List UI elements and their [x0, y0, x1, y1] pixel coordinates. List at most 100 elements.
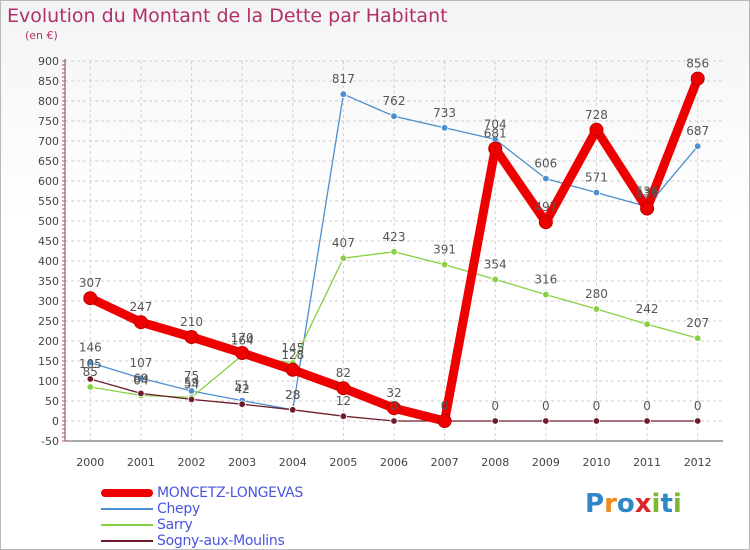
y-tick-label: 50: [45, 395, 59, 408]
data-label-3: 28: [285, 388, 300, 402]
logo-letter: x: [634, 489, 652, 519]
data-label-1: 107: [129, 356, 152, 370]
data-label-0: 82: [336, 366, 351, 380]
data-label-0: 128: [281, 348, 304, 362]
x-tick-label: 2008: [481, 456, 509, 469]
series-point-0: [387, 401, 401, 416]
series-point-3: [390, 417, 398, 425]
legend-label-moncetz: MONCETZ-LONGEVAS: [157, 485, 303, 501]
data-label-0: 856: [686, 57, 709, 71]
data-label-1: 733: [433, 106, 456, 120]
series-point-3: [137, 389, 145, 398]
data-label-2: 423: [383, 230, 406, 244]
data-label-0: 170: [231, 331, 254, 345]
data-label-1: 75: [184, 369, 199, 383]
y-tick-label: 350: [38, 275, 59, 288]
data-label-2: 64: [133, 373, 148, 387]
series-point-3: [491, 417, 499, 425]
data-label-0: 531: [636, 187, 659, 201]
data-label-0: 0: [441, 399, 449, 413]
legend-swatch-moncetz: [101, 489, 153, 497]
x-tick-label: 2001: [127, 456, 155, 469]
data-label-0: 497: [534, 200, 557, 214]
series-point-1: [440, 124, 449, 132]
y-tick-label: 900: [38, 55, 59, 68]
data-label-0: 728: [585, 108, 608, 122]
series-point-2: [693, 334, 702, 342]
y-tick-label: 600: [38, 175, 59, 188]
x-tick-label: 2006: [380, 456, 408, 469]
y-tick-label: 800: [38, 95, 59, 108]
axis-layer: -50 0 50 100 150 200 250 300 350 400 450 500 550 600 6…: [38, 55, 723, 469]
data-label-1: 51: [235, 379, 250, 393]
y-tick-label: 550: [38, 195, 59, 208]
series-point-3: [187, 395, 196, 404]
y-tick-label: 500: [38, 215, 59, 228]
series-point-2: [390, 248, 398, 256]
series-point-1: [693, 142, 702, 150]
legend-swatch-sarry: [101, 524, 153, 526]
chart-unit-label: (en €): [25, 29, 58, 42]
data-label-0: 681: [484, 127, 507, 141]
data-label-2: 242: [636, 302, 659, 316]
data-label-2: 145: [281, 341, 304, 355]
series-point-1: [339, 90, 348, 98]
x-tick-label: 2002: [178, 456, 206, 469]
series-point-1: [542, 174, 550, 183]
data-label-1: 571: [585, 171, 608, 185]
data-label-1: 704: [484, 117, 507, 131]
data-label-3: 69: [133, 371, 148, 385]
logo-letter: o: [616, 489, 635, 519]
legend-swatch-chepy: [101, 508, 153, 510]
data-label-3: 0: [441, 399, 449, 413]
legend-label-sarry: Sarry: [157, 517, 193, 533]
data-label-0: 247: [129, 300, 152, 314]
data-label-2: 354: [484, 257, 507, 271]
data-label-3: 105: [79, 357, 102, 371]
series-point-2: [491, 275, 499, 284]
data-label-3: 42: [235, 382, 250, 396]
data-label-1: 28: [285, 388, 300, 402]
data-label-2: 391: [433, 243, 456, 257]
series-point-2: [86, 383, 95, 391]
series-point-2: [542, 290, 550, 299]
y-tick-label: 150: [38, 355, 59, 368]
x-tick-label: 2012: [684, 456, 712, 469]
series-point-0: [184, 330, 199, 344]
data-label-1: 146: [79, 341, 102, 355]
data-label-3: 0: [643, 399, 651, 413]
y-tick-label: 0: [52, 415, 59, 428]
logo-letter: i: [672, 489, 682, 519]
series-point-0: [488, 141, 503, 156]
series-point-2: [643, 320, 651, 328]
series-layer: [83, 71, 705, 428]
series-point-1: [137, 374, 145, 382]
logo-letter: i: [651, 489, 661, 519]
y-tick-label: 650: [38, 155, 59, 168]
legend-label-sogny: Sogny-aux-Moulins: [157, 533, 285, 549]
y-tick-label: 700: [38, 135, 59, 148]
data-label-2: 407: [332, 236, 355, 250]
series-point-0: [640, 201, 655, 216]
data-label-1: 536: [636, 185, 659, 199]
proxiti-logo: Proxiti: [585, 489, 682, 519]
logo-letter: r: [604, 489, 617, 519]
data-label-2: 207: [686, 316, 709, 330]
y-tick-label: 200: [38, 335, 59, 348]
x-tick-label: 2007: [431, 456, 459, 469]
data-label-2: 316: [534, 273, 557, 287]
data-label-3: 0: [694, 399, 702, 413]
y-tick-label: 850: [38, 75, 59, 88]
series-point-0: [285, 362, 300, 377]
series-point-2: [440, 260, 449, 269]
series-point-3: [542, 417, 550, 425]
data-label-1: 606: [534, 157, 557, 171]
legend-swatch-sogny: [101, 540, 153, 542]
series-point-0: [538, 215, 553, 230]
data-label-2: 59: [184, 375, 199, 389]
series-point-0: [589, 122, 604, 137]
x-tick-label: 2005: [329, 456, 357, 469]
data-label-2: 85: [83, 365, 98, 379]
data-label-layer: 3072472101701288232068149772853185614610…: [79, 57, 709, 413]
